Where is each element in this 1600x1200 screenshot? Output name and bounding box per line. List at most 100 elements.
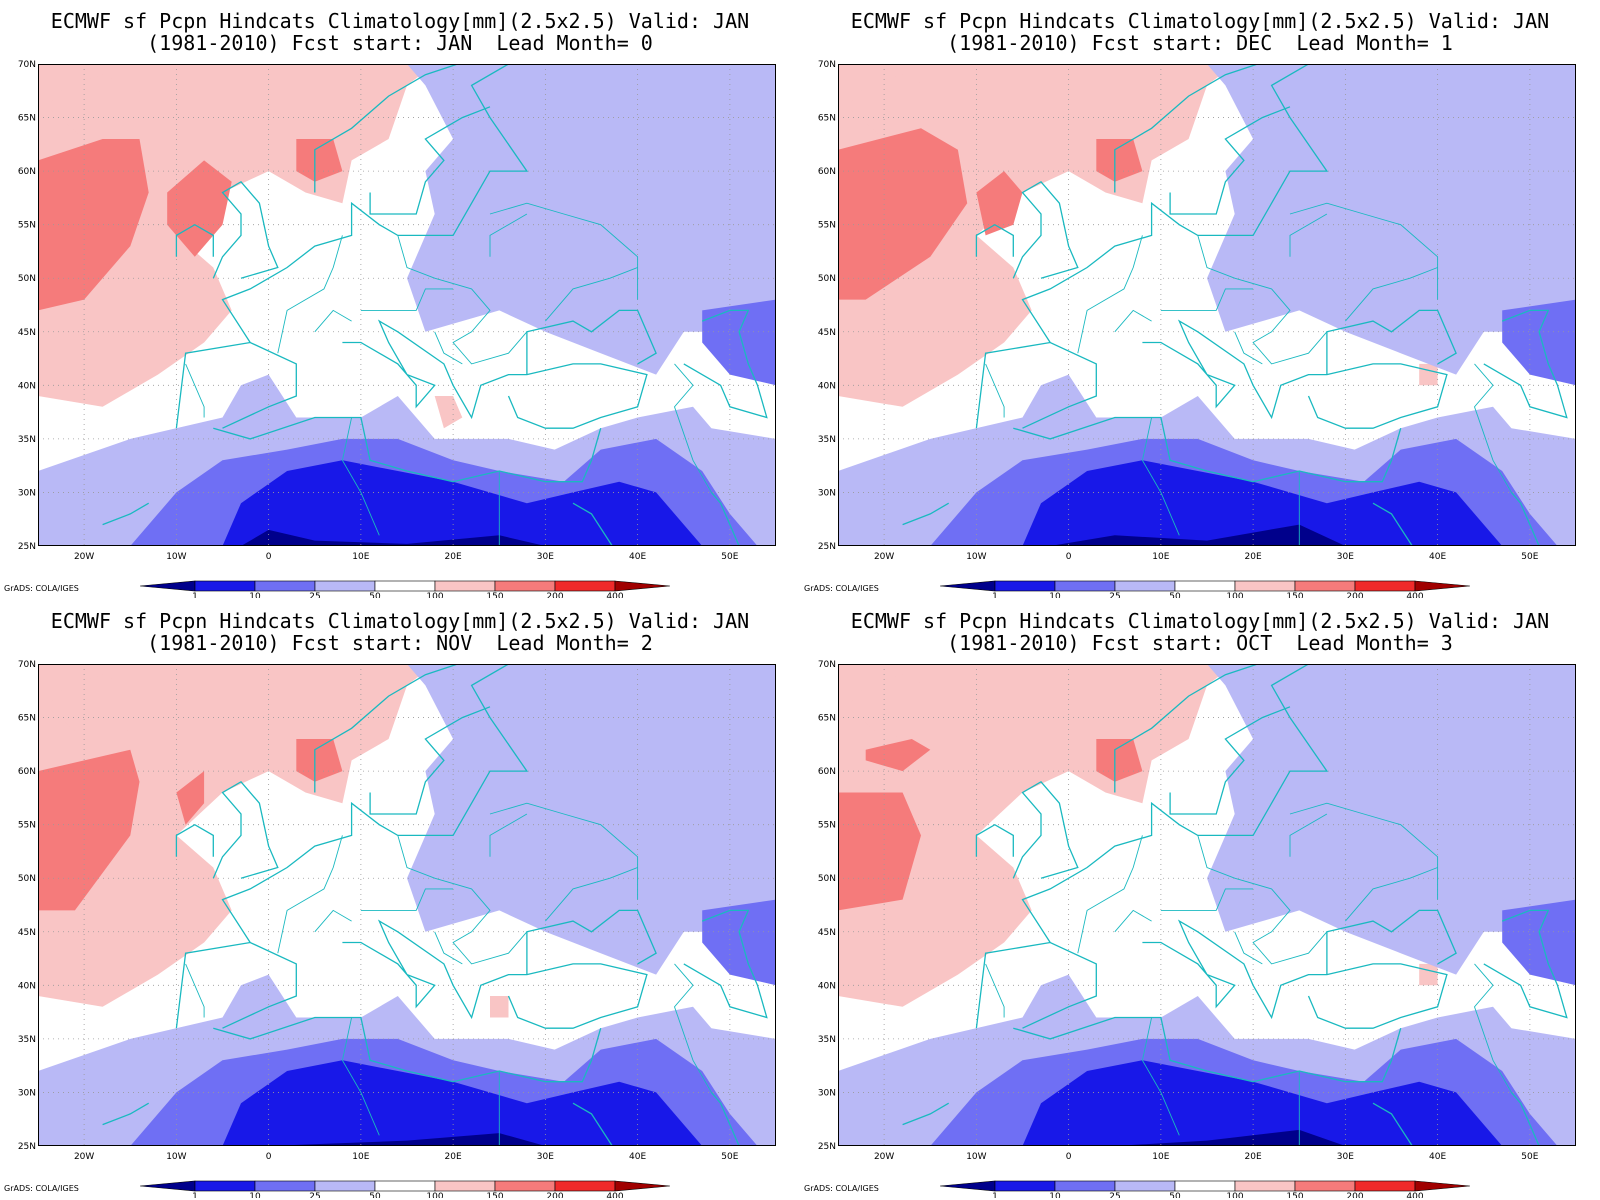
country-border xyxy=(397,235,528,365)
lat-tick-label: 55N xyxy=(18,821,36,831)
country-border xyxy=(434,931,463,965)
colorbar-swatch xyxy=(314,1180,376,1192)
colorbar-label: 200 xyxy=(1346,592,1363,598)
country-border xyxy=(545,267,638,322)
coastline xyxy=(1169,706,1291,815)
panel-title-line2: (1981-2010) Fcst start: OCT Lead Month= … xyxy=(947,631,1453,655)
precip-region-150-200 xyxy=(296,139,343,182)
lat-tick-label: 35N xyxy=(18,1035,36,1045)
lat-tick-label: 65N xyxy=(18,114,36,124)
colorbar-arrow-low xyxy=(940,1180,996,1192)
lat-tick-label: 45N xyxy=(18,328,36,338)
grads-credit: GrADS: COLA/IGES xyxy=(4,584,79,593)
lon-tick-label: 40E xyxy=(1429,552,1446,562)
precip-region-25-50 xyxy=(1207,664,1576,975)
lon-tick-label: 40E xyxy=(1429,1152,1446,1162)
precip-region-150-200 xyxy=(176,771,205,825)
coastline xyxy=(314,664,460,793)
colorbar-swatch xyxy=(1294,580,1356,592)
country-border xyxy=(1114,909,1152,933)
coastline xyxy=(1326,309,1457,375)
panel-lead-1: ECMWF sf Pcpn Hindcats Climatology[mm](2… xyxy=(800,0,1600,600)
colorbar-label: 200 xyxy=(546,1192,563,1198)
lon-tick-label: 50E xyxy=(1521,552,1538,562)
lat-tick-label: 45N xyxy=(818,328,836,338)
colorbar-label: 25 xyxy=(1109,592,1120,598)
country-border xyxy=(185,963,205,1018)
country-border xyxy=(360,888,454,911)
colorbar-swatch xyxy=(554,1180,616,1192)
country-border xyxy=(185,363,205,418)
country-border xyxy=(360,288,454,311)
colorbar-label: 400 xyxy=(606,592,623,598)
colorbar-label: 10 xyxy=(1049,1192,1061,1198)
precip-region-10-25 xyxy=(702,299,776,386)
colorbar-swatch xyxy=(434,1180,496,1192)
colorbar-label: 100 xyxy=(426,592,443,598)
coastline xyxy=(572,1102,614,1146)
lat-tick-label: 40N xyxy=(18,981,36,991)
lat-tick-label: 35N xyxy=(818,1035,836,1045)
country-border xyxy=(1289,802,1439,900)
country-border xyxy=(1289,813,1328,857)
colorbar: 1 10 25 50 100 150 200 400 xyxy=(940,1180,1470,1198)
coastline xyxy=(1483,309,1568,419)
country-border xyxy=(545,867,638,922)
colorbar-label: 25 xyxy=(309,1192,320,1198)
lon-tick-label: 10E xyxy=(352,552,369,562)
lon-tick-label: 40E xyxy=(629,1152,646,1162)
country-border xyxy=(1114,309,1152,333)
country-border xyxy=(489,202,639,300)
lat-tick-label: 30N xyxy=(818,1088,836,1098)
panel-title-line2: (1981-2010) Fcst start: JAN Lead Month= … xyxy=(147,31,653,55)
coastline xyxy=(175,223,214,257)
panel-title-line2: (1981-2010) Fcst start: DEC Lead Month= … xyxy=(947,31,1453,55)
coastline xyxy=(175,941,297,1029)
latitude-axis: 70N 65N 60N 55N 50N 45N 40N 35N 30N 25N xyxy=(18,60,36,552)
colorbar-label: 50 xyxy=(1169,1192,1181,1198)
colorbar-arrow-high xyxy=(614,1180,670,1192)
colorbar-label: 50 xyxy=(1169,592,1181,598)
lon-tick-label: 10E xyxy=(1152,552,1169,562)
lat-tick-label: 25N xyxy=(18,542,36,552)
coastline xyxy=(975,941,1097,1029)
country-border xyxy=(489,813,528,857)
country-border xyxy=(1141,417,1180,536)
coastline xyxy=(213,416,602,483)
colorbar-label: 1 xyxy=(992,1192,998,1198)
panel-title-line2: (1981-2010) Fcst start: NOV Lead Month= … xyxy=(147,631,653,655)
coastline xyxy=(342,319,648,429)
precip-region-150-200 xyxy=(296,739,343,782)
country-border xyxy=(489,802,639,900)
lat-tick-label: 50N xyxy=(818,874,836,884)
coastline xyxy=(1012,780,1079,879)
latitude-axis: 70N 65N 60N 55N 50N 45N 40N 35N 30N 25N xyxy=(818,660,836,1152)
country-border xyxy=(1234,931,1263,965)
precip-region-1-10 xyxy=(1022,1060,1503,1146)
lon-tick-label: 0 xyxy=(266,1152,272,1162)
precip-region-25-50 xyxy=(1207,64,1576,375)
grads-credit: GrADS: COLA/IGES xyxy=(804,1184,879,1193)
coastline xyxy=(710,491,740,546)
coastline xyxy=(1372,502,1414,546)
colorbar-label: 50 xyxy=(369,1192,381,1198)
colorbar: 1 10 25 50 100 150 200 400 xyxy=(140,580,670,598)
lon-tick-label: 0 xyxy=(266,552,272,562)
colorbar-label: 150 xyxy=(1286,592,1303,598)
lat-tick-label: 45N xyxy=(18,928,36,938)
colorbar-label: 150 xyxy=(486,592,503,598)
lon-tick-label: 20E xyxy=(1245,552,1262,562)
colorbar-label: 150 xyxy=(1286,1192,1303,1198)
precip-region-150-200 xyxy=(1096,739,1143,782)
precip-region-1-10 xyxy=(222,1060,703,1146)
colorbar-swatch xyxy=(494,1180,556,1192)
longitude-axis: 20W 10W 0 10E 20E 30E 40E 50E xyxy=(874,1152,1539,1162)
latitude-axis: 70N 65N 60N 55N 50N 45N 40N 35N 30N 25N xyxy=(818,60,836,552)
precip-region-100-150 xyxy=(847,74,949,139)
lon-tick-label: 0 xyxy=(1066,1152,1072,1162)
country-border xyxy=(341,1017,380,1136)
country-border xyxy=(1077,835,1143,954)
precip-region-100-150 xyxy=(1419,963,1438,986)
precip-map xyxy=(838,664,1576,1146)
latitude-axis: 70N 65N 60N 55N 50N 45N 40N 35N 30N 25N xyxy=(18,660,36,1152)
